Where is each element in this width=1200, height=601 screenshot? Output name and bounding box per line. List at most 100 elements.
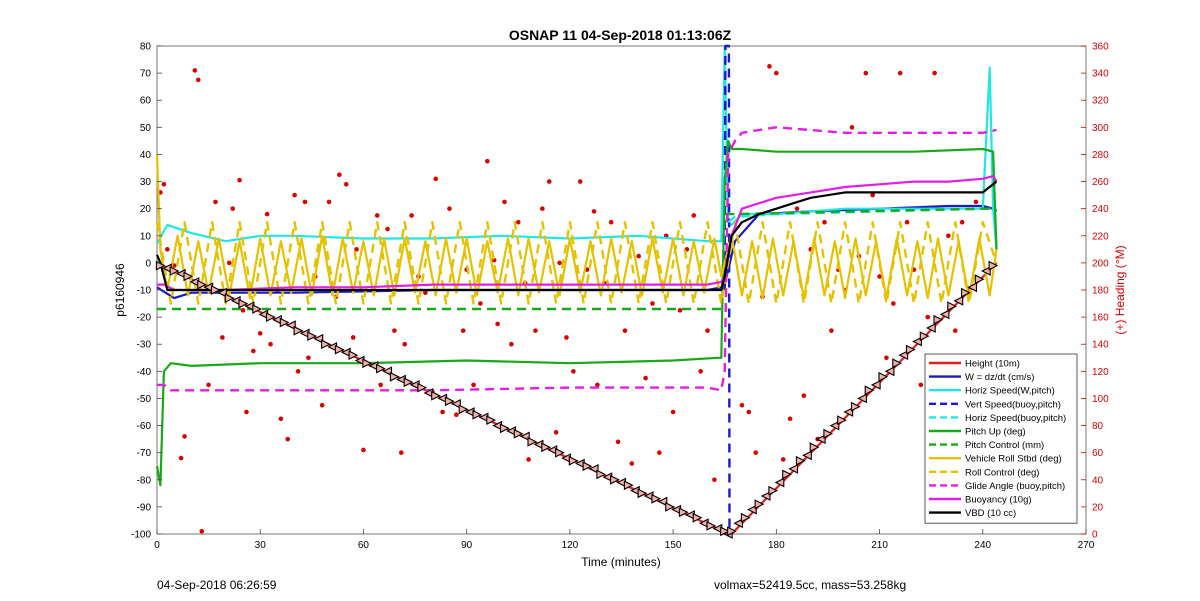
height-marker <box>197 279 207 290</box>
y-left-tick-label: -70 <box>137 448 152 459</box>
heading-point <box>959 219 965 225</box>
heading-point <box>787 416 793 422</box>
height-marker <box>155 260 166 271</box>
heading-point <box>877 274 882 279</box>
heading-point <box>629 461 635 466</box>
height-marker <box>665 502 675 512</box>
height-marker <box>210 285 221 295</box>
height-marker <box>884 366 895 377</box>
legend-label: VBD (10 cc) <box>965 508 1016 519</box>
height-marker <box>837 415 847 425</box>
legend: Height (10m) W = dz/dt (cm/s) Horiz Speed(… <box>924 353 1078 524</box>
heading-point <box>161 181 167 187</box>
y-right-tick-label: 180 <box>1092 286 1109 297</box>
heading-point <box>526 457 531 462</box>
height-marker <box>815 434 826 444</box>
x-tick-label: 90 <box>461 540 473 551</box>
y-right-tick-label: 80 <box>1092 421 1104 432</box>
heading-point <box>677 308 683 313</box>
legend-label: Horiz Speed(buoy,pitch) <box>965 413 1066 424</box>
heading-point <box>423 290 428 296</box>
heading-point <box>891 301 896 306</box>
height-marker <box>892 358 903 369</box>
heading-point <box>378 382 383 388</box>
heading-point <box>712 477 717 483</box>
heading-point <box>650 301 655 306</box>
heading-point <box>780 457 786 462</box>
height-marker <box>947 301 958 312</box>
heading-point <box>278 416 284 422</box>
height-marker <box>431 390 441 401</box>
heading-point <box>595 382 600 388</box>
heading-point <box>361 447 366 453</box>
heading-point <box>591 209 597 214</box>
legend-label: Vehicle Roll Stbd (deg) <box>965 454 1062 465</box>
height-marker <box>768 485 779 496</box>
y-right-tick-label: 320 <box>1092 96 1109 107</box>
legend-label: Roll Control (deg) <box>965 467 1039 478</box>
height-marker <box>919 331 930 341</box>
height-marker <box>169 266 180 276</box>
height-marker <box>912 336 922 347</box>
y-left-tick-label: -30 <box>137 340 152 351</box>
height-marker <box>782 469 792 480</box>
height-marker <box>623 480 634 491</box>
height-marker <box>362 358 373 369</box>
y-axis-label-left: p6160946 <box>113 263 127 317</box>
height-marker <box>754 499 765 510</box>
heading-point <box>268 341 273 347</box>
height-marker <box>588 464 599 474</box>
legend-label: Pitch Up (deg) <box>965 427 1026 438</box>
y-right-tick-label: 20 <box>1092 502 1104 513</box>
height-marker <box>313 333 324 344</box>
heading-point <box>571 369 576 374</box>
height-marker <box>850 401 861 412</box>
heading-point <box>306 355 311 361</box>
height-marker <box>692 512 703 523</box>
heading-point <box>244 409 249 415</box>
heading-point <box>257 331 263 336</box>
height-marker <box>637 488 648 499</box>
heading-point <box>774 70 779 76</box>
height-marker <box>348 350 359 360</box>
y-right-tick-label: 300 <box>1092 123 1109 134</box>
height-marker <box>610 474 620 485</box>
heading-point <box>354 247 359 252</box>
heading-point <box>433 176 439 182</box>
heading-point <box>932 70 937 76</box>
series-line-6 <box>157 207 997 311</box>
heading-point <box>884 355 889 361</box>
heading-point <box>615 439 621 445</box>
height-marker <box>265 312 276 322</box>
heading-point <box>533 328 538 333</box>
heading-point <box>326 199 332 205</box>
heading-point <box>577 179 583 184</box>
heading-point <box>897 70 903 76</box>
height-marker <box>795 455 806 466</box>
height-marker <box>451 399 461 409</box>
y-right-tick-label: 140 <box>1092 340 1109 351</box>
y-left-tick-label: 70 <box>140 69 152 80</box>
heading-point <box>946 233 951 239</box>
y-left-tick-label: 40 <box>140 150 152 161</box>
heading-point <box>285 436 291 442</box>
heading-point <box>192 68 198 73</box>
heading-point <box>564 335 569 340</box>
legend-label: W = dz/dt (cm/s) <box>965 372 1034 383</box>
heading-point <box>199 528 205 534</box>
x-tick-label: 30 <box>255 540 267 551</box>
heading-point <box>454 412 459 418</box>
height-marker <box>279 317 290 328</box>
heading-point <box>392 328 397 333</box>
series-line-9 <box>157 126 997 392</box>
height-marker <box>961 287 971 298</box>
y-axis-right: 0 20 40 60 80 100 120 140 160 180 200 220 240 260 280 3… <box>1081 42 1109 541</box>
y-right-tick-label: 0 <box>1092 530 1098 541</box>
heading-point <box>385 226 390 232</box>
heading-point <box>515 219 521 225</box>
y-left-tick-label: 80 <box>140 42 152 53</box>
heading-point <box>829 328 834 333</box>
y-axis-left: -100-90-80-70-60-50-40-30-20-10010203040… <box>131 42 162 541</box>
x-axis-label: Time (minutes) <box>581 555 661 569</box>
